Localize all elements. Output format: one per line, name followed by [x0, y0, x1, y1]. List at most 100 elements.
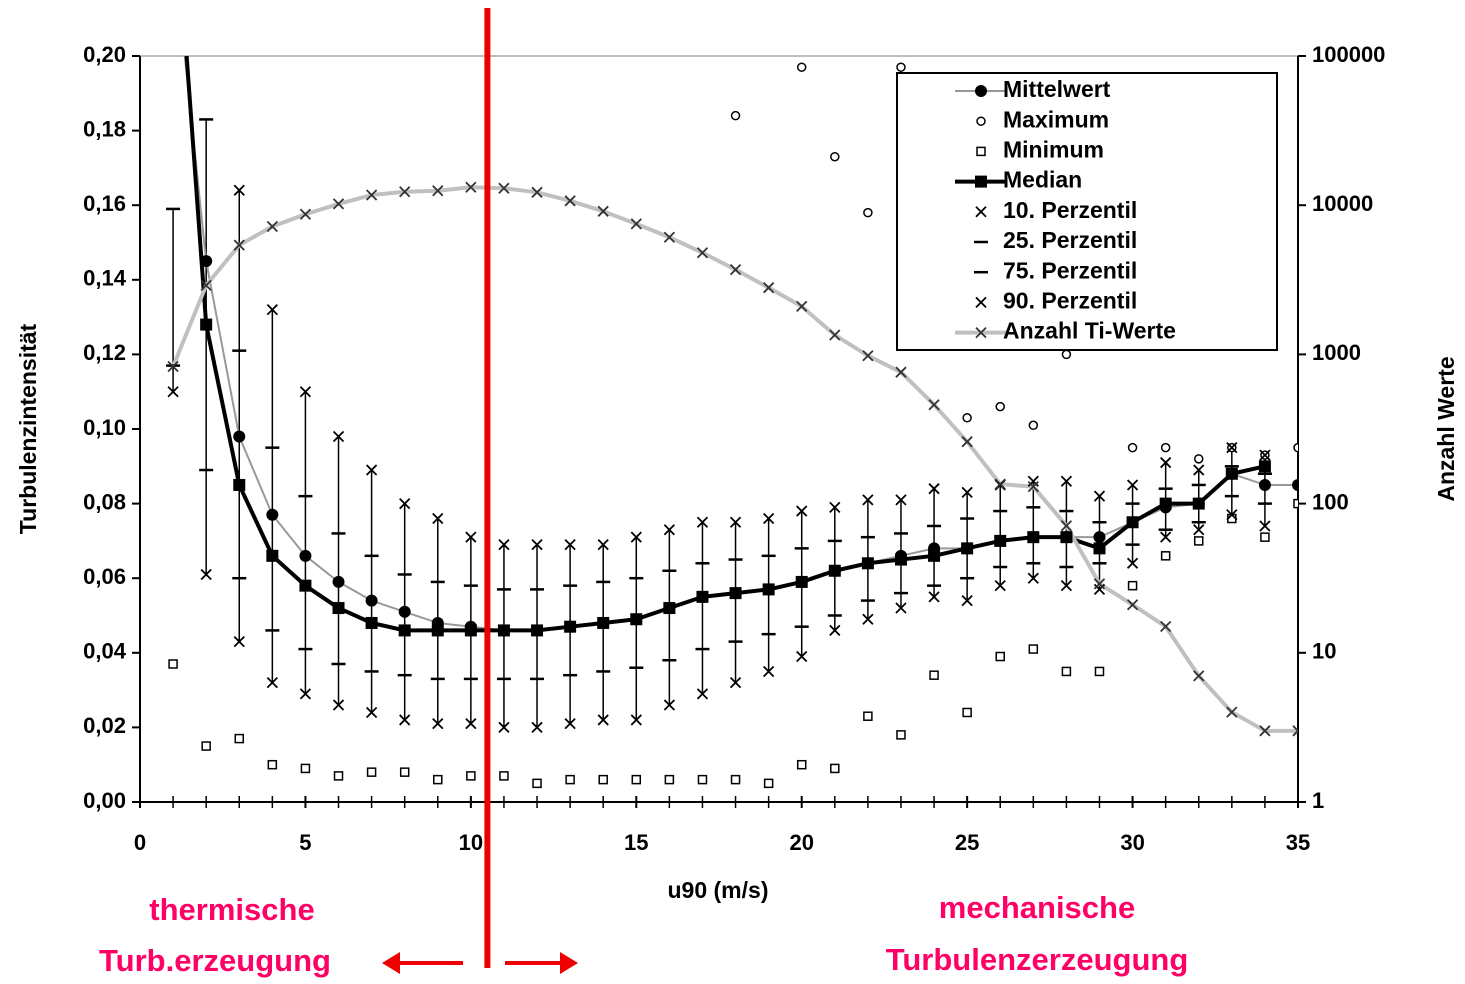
legend-label: 90. Perzentil [1003, 287, 1137, 313]
marker [1126, 516, 1139, 529]
marker [1027, 572, 1039, 584]
marker [1258, 478, 1271, 491]
plot-area [166, 56, 1298, 789]
marker [168, 659, 178, 669]
marker [597, 205, 609, 217]
y-tick-label: 0,00 [83, 788, 126, 813]
marker [200, 568, 212, 581]
marker [565, 774, 575, 785]
marker [1293, 442, 1298, 453]
marker [597, 714, 609, 726]
marker [1160, 442, 1171, 453]
marker [663, 602, 676, 615]
marker [729, 263, 742, 276]
marker [233, 184, 245, 196]
marker [630, 218, 642, 230]
marker [895, 602, 907, 614]
marker [828, 564, 841, 577]
y2-tick-label: 10000 [1312, 191, 1373, 216]
marker [962, 413, 972, 423]
marker [1094, 666, 1105, 677]
marker [1093, 578, 1106, 590]
marker [829, 501, 841, 513]
legend-label: Mittelwert [1003, 76, 1111, 102]
marker [332, 575, 345, 588]
marker [432, 512, 444, 525]
marker [863, 207, 873, 218]
marker [365, 706, 378, 719]
marker [365, 189, 378, 201]
marker [630, 531, 642, 543]
marker [332, 430, 345, 443]
marker [796, 650, 808, 663]
marker [200, 279, 212, 292]
marker [399, 186, 411, 198]
marker [830, 763, 840, 774]
marker [299, 549, 312, 562]
marker [1127, 580, 1138, 591]
marker [895, 366, 907, 378]
marker [1260, 532, 1270, 542]
marker [1126, 557, 1139, 569]
marker [399, 497, 411, 510]
marker [201, 741, 211, 751]
marker [1027, 531, 1040, 544]
marker [1292, 725, 1298, 737]
y2-tick-label: 1 [1312, 788, 1324, 813]
marker [796, 62, 807, 72]
marker [862, 494, 874, 506]
x-tick-label: 35 [1286, 830, 1310, 855]
y2-tick-label: 1000 [1312, 340, 1361, 365]
marker [365, 594, 378, 607]
marker [531, 186, 543, 198]
marker [1027, 475, 1039, 487]
legend-label: 25. Perzentil [1003, 227, 1137, 253]
marker [299, 386, 312, 398]
marker [1193, 464, 1205, 476]
marker [975, 296, 987, 309]
marker [696, 688, 709, 700]
y-tick-label: 0,08 [83, 489, 126, 514]
marker [994, 534, 1007, 547]
series-line [184, 56, 1266, 633]
marker [234, 733, 245, 744]
marker [399, 714, 411, 726]
marker [365, 464, 378, 476]
marker [961, 542, 974, 555]
y2-tick-label: 100000 [1312, 42, 1385, 67]
marker [829, 329, 841, 341]
marker [497, 624, 510, 637]
marker [729, 516, 742, 528]
x-tick-label: 10 [459, 830, 483, 855]
marker [598, 774, 608, 785]
marker [663, 699, 676, 711]
marker [1259, 725, 1271, 737]
marker [975, 206, 987, 218]
marker [763, 778, 774, 789]
marker [730, 110, 741, 121]
marker [266, 508, 279, 521]
marker [332, 198, 345, 210]
marker [929, 670, 939, 680]
marker [1060, 520, 1073, 532]
marker [1126, 479, 1139, 491]
marker [233, 239, 245, 251]
marker [531, 538, 543, 551]
y2-axis-title: Anzahl Werte [1433, 356, 1459, 501]
marker [995, 401, 1005, 412]
marker [696, 247, 709, 259]
marker [464, 624, 477, 637]
marker [531, 624, 544, 637]
y2-tick-label: 10 [1312, 639, 1336, 664]
marker [861, 557, 874, 570]
marker [1159, 497, 1172, 510]
marker [961, 594, 973, 607]
y-tick-label: 0,20 [83, 42, 126, 67]
arrow-right-head [560, 952, 578, 974]
marker [1093, 490, 1106, 502]
legend-label: 75. Perzentil [1003, 257, 1137, 283]
marker [267, 759, 278, 770]
x-tick-label: 30 [1120, 830, 1144, 855]
marker [1061, 666, 1072, 677]
marker [432, 185, 444, 197]
